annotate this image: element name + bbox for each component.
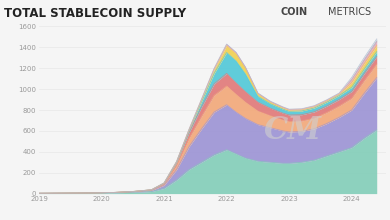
Text: METRICS: METRICS — [328, 7, 371, 16]
Text: CM: CM — [263, 115, 321, 146]
Text: TOTAL STABLECOIN SUPPLY: TOTAL STABLECOIN SUPPLY — [4, 7, 186, 20]
Text: COIN: COIN — [281, 7, 308, 16]
